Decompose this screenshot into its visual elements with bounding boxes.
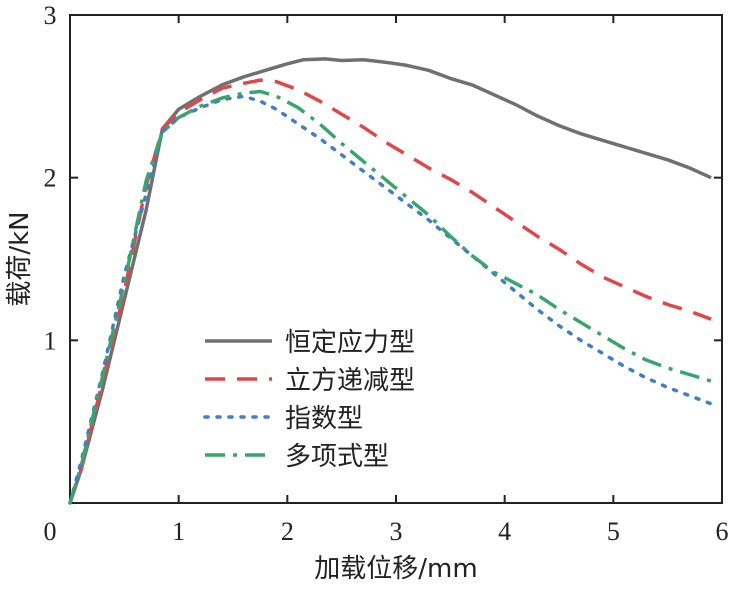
y-axis-label: 载荷/kN — [5, 211, 35, 306]
series-line-3 — [68, 94, 713, 505]
legend-label-2: 立方递减型 — [285, 366, 415, 396]
x-tick-label: 1 — [172, 517, 185, 546]
series-line-2 — [68, 78, 712, 504]
x-tick-label: 2 — [281, 517, 294, 546]
y-tick-label: 2 — [44, 164, 57, 193]
series-layer — [68, 57, 713, 505]
y-tick-label: 1 — [44, 326, 57, 355]
x-tick-label: 6 — [716, 517, 729, 546]
series-line-4 — [68, 89, 712, 504]
x-tick-label: 0 — [44, 517, 57, 546]
y-tick-label: 3 — [44, 1, 57, 30]
x-tick-label: 5 — [607, 517, 620, 546]
legend-label-3: 指数型 — [285, 404, 363, 434]
x-tick-label: 4 — [498, 517, 511, 546]
axis-ticks: 0 1 2 3 4 5 6 1 2 3 — [44, 1, 729, 546]
plot-frame — [69, 14, 723, 504]
x-axis-label: 加载位移/mm — [314, 554, 477, 584]
x-tick-label: 3 — [390, 517, 403, 546]
legend-label-1: 恒定应力型 — [285, 328, 415, 358]
legend-label-4: 多项式型 — [285, 442, 389, 472]
